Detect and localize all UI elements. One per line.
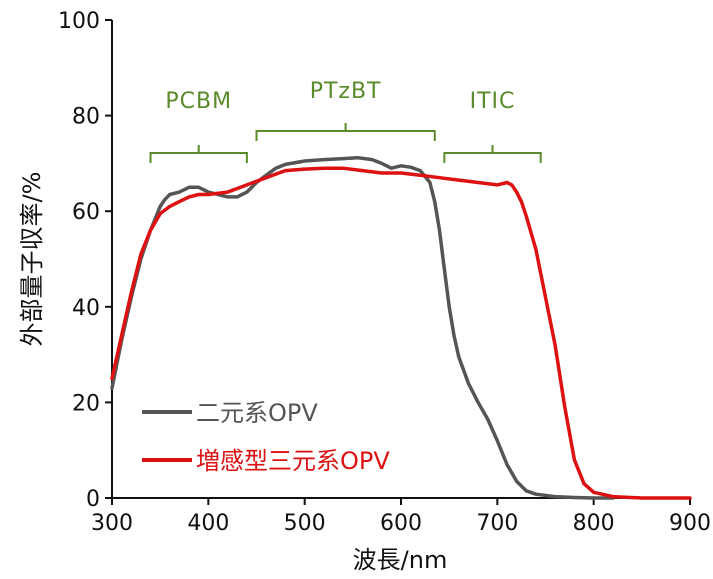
- x-tick-label: 300: [91, 511, 133, 536]
- y-tick-label: 40: [72, 296, 100, 321]
- bracket-pcbm: [149, 145, 248, 163]
- y-tick-label: 0: [86, 487, 100, 512]
- bracket-itic: [443, 145, 542, 163]
- x-tick-label: 500: [284, 511, 326, 536]
- x-tick-label: 900: [669, 511, 711, 536]
- legend-label-2: 増感型三元系OPV: [196, 447, 390, 475]
- legend-label-1: 二元系OPV: [196, 399, 318, 427]
- x-tick-label: 800: [573, 511, 615, 536]
- y-axis-title: 外部量子収率/%: [18, 172, 46, 347]
- axis-ticks: 300 400 500 600 700 800 900 0 20 40 60 80 100: [58, 9, 711, 536]
- x-tick-label: 600: [380, 511, 422, 536]
- bracket-ptzbt: [255, 123, 436, 141]
- series-line-2: [110, 166, 692, 500]
- region-annotations: PCBM PTzBT ITIC: [149, 79, 542, 163]
- region-label-pcbm: PCBM: [165, 89, 232, 114]
- x-axis-title: 波長/nm: [353, 546, 448, 574]
- series-line-1: [110, 155, 615, 500]
- y-tick-label: 100: [58, 9, 100, 34]
- legend: 二元系OPV 増感型三元系OPV: [142, 399, 390, 475]
- x-tick-label: 700: [476, 511, 518, 536]
- y-tick-label: 80: [72, 105, 100, 130]
- region-label-ptzbt: PTzBT: [310, 79, 382, 104]
- y-tick-label: 20: [72, 391, 100, 416]
- region-label-itic: ITIC: [470, 89, 516, 114]
- x-tick-label: 400: [187, 511, 229, 536]
- data-series: [110, 155, 692, 500]
- y-tick-label: 60: [72, 200, 100, 225]
